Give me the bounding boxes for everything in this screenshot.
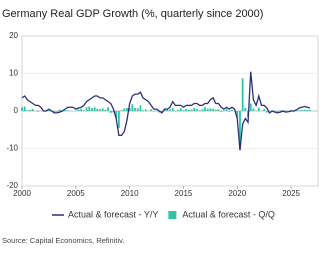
bar bbox=[142, 110, 144, 111]
bar bbox=[244, 108, 247, 111]
bar bbox=[126, 108, 128, 111]
y-tick-label: -20 bbox=[6, 181, 18, 190]
bar bbox=[109, 111, 112, 113]
bar bbox=[58, 109, 61, 111]
bar bbox=[131, 104, 134, 111]
bar bbox=[23, 106, 26, 111]
bar bbox=[64, 110, 66, 111]
bar bbox=[104, 109, 107, 111]
bar bbox=[31, 109, 34, 111]
bar bbox=[134, 108, 136, 111]
x-tick-label: 2025 bbox=[282, 189, 300, 198]
bar bbox=[241, 78, 244, 111]
bar bbox=[169, 109, 171, 111]
bar bbox=[220, 111, 223, 112]
bar bbox=[196, 109, 198, 111]
bar bbox=[217, 109, 220, 111]
bar bbox=[56, 111, 58, 112]
legend-swatch bbox=[168, 211, 177, 219]
bar bbox=[88, 106, 91, 111]
bar bbox=[212, 108, 214, 111]
bar bbox=[85, 107, 88, 111]
legend-label: Actual & forecast - Q/Q bbox=[182, 209, 275, 219]
bar bbox=[222, 110, 225, 111]
bar bbox=[91, 108, 93, 111]
bar bbox=[263, 109, 266, 111]
y-tick-label: 10 bbox=[9, 69, 18, 78]
y-tick-label: 0 bbox=[14, 106, 19, 115]
bar bbox=[298, 110, 301, 111]
bar bbox=[185, 109, 188, 111]
bar bbox=[144, 109, 147, 111]
bar bbox=[177, 109, 179, 111]
bar bbox=[190, 109, 193, 111]
bar bbox=[37, 111, 40, 112]
line bbox=[21, 71, 311, 151]
bar bbox=[80, 108, 83, 111]
bar bbox=[123, 108, 126, 111]
x-tick-label: 2010 bbox=[121, 189, 139, 198]
bar bbox=[209, 108, 212, 111]
bar bbox=[29, 109, 31, 111]
bar bbox=[115, 111, 118, 118]
bar bbox=[249, 103, 252, 111]
y-tick-label: 20 bbox=[9, 31, 18, 40]
bar bbox=[257, 107, 260, 111]
bar bbox=[228, 111, 231, 112]
bar bbox=[265, 111, 268, 113]
bar bbox=[93, 107, 96, 111]
legend-label: Actual & forecast - Y/Y bbox=[68, 209, 158, 219]
bar bbox=[230, 109, 233, 111]
bar bbox=[101, 108, 104, 111]
bar bbox=[53, 111, 56, 113]
bar bbox=[236, 111, 239, 118]
bar bbox=[66, 110, 69, 111]
x-tick-label: 2000 bbox=[13, 189, 31, 198]
bar bbox=[239, 111, 241, 148]
bar bbox=[214, 109, 217, 111]
bar bbox=[204, 107, 206, 111]
bar bbox=[107, 107, 110, 111]
bar bbox=[279, 110, 282, 111]
bar bbox=[303, 109, 306, 111]
bar bbox=[206, 108, 209, 111]
bar bbox=[48, 110, 50, 111]
bar bbox=[309, 109, 311, 111]
source: Source: Capital Economics, Refinitiv. bbox=[2, 236, 124, 245]
bar bbox=[300, 109, 303, 111]
bar bbox=[179, 108, 182, 111]
bar bbox=[166, 109, 169, 111]
bar bbox=[201, 109, 204, 111]
bar bbox=[128, 108, 131, 111]
bar bbox=[120, 110, 123, 111]
y-tick-label: -10 bbox=[6, 144, 18, 153]
bar bbox=[252, 108, 255, 111]
x-tick-label: 2005 bbox=[67, 189, 85, 198]
bar bbox=[198, 110, 201, 111]
bar bbox=[77, 109, 80, 111]
bar bbox=[150, 109, 153, 111]
bar bbox=[139, 105, 142, 111]
bar bbox=[306, 109, 309, 111]
chart-title: Germany Real GDP Growth (%, quarterly si… bbox=[2, 8, 263, 20]
bar bbox=[26, 110, 29, 111]
bar bbox=[182, 110, 185, 111]
bar bbox=[171, 108, 174, 111]
bar bbox=[136, 108, 139, 111]
bar bbox=[99, 109, 101, 111]
bar bbox=[161, 111, 163, 113]
bar bbox=[225, 109, 228, 111]
bar bbox=[96, 108, 99, 111]
bar bbox=[187, 109, 190, 111]
bar bbox=[82, 110, 85, 111]
bar bbox=[117, 111, 120, 128]
bar bbox=[276, 111, 279, 113]
x-tick-label: 2015 bbox=[175, 189, 193, 198]
bar bbox=[112, 111, 115, 113]
bar bbox=[193, 108, 196, 111]
x-tick-label: 2020 bbox=[228, 189, 246, 198]
bar bbox=[21, 107, 23, 111]
